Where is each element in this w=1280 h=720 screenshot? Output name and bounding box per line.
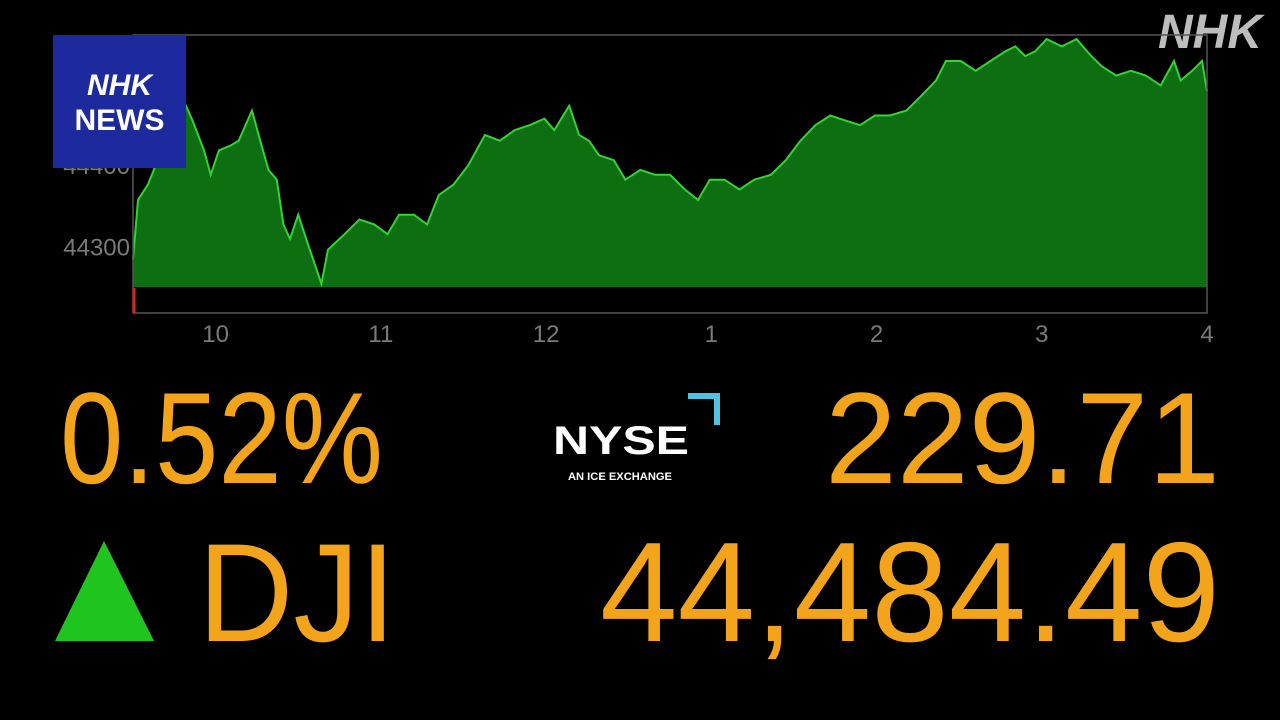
up-arrow: [55, 541, 154, 641]
plot-frame: [132, 34, 1208, 314]
x-tick-label: 2: [870, 321, 883, 348]
exchange-tagline: AN ICE EXCHANGE: [568, 471, 672, 483]
plot: 4430044400: [63, 37, 1208, 288]
badge-top: NHK: [87, 69, 154, 102]
line: [132, 37, 1208, 288]
badge-bottom: NEWS: [75, 104, 165, 137]
x-tick-label: 10: [202, 321, 229, 348]
x-tick-label: 1: [705, 321, 718, 348]
exchange-name: NYSE: [553, 419, 689, 463]
x-tick-label: 3: [1035, 321, 1048, 348]
change-pct: 0.52%: [60, 365, 383, 511]
area: [133, 39, 1207, 287]
index-level: 44,484.49: [600, 513, 1220, 672]
news-badge: [53, 35, 186, 168]
x-tick-label: 12: [533, 321, 560, 348]
y-tick-label: 44300: [63, 234, 130, 261]
index-name: DJI: [198, 514, 396, 671]
corner-logo: NHK: [1158, 6, 1265, 59]
x-tick-label: 11: [368, 321, 393, 348]
points-change: 229.71: [825, 365, 1220, 511]
exchange-bracket: [688, 393, 720, 425]
x-tick-label: 4: [1200, 321, 1213, 348]
